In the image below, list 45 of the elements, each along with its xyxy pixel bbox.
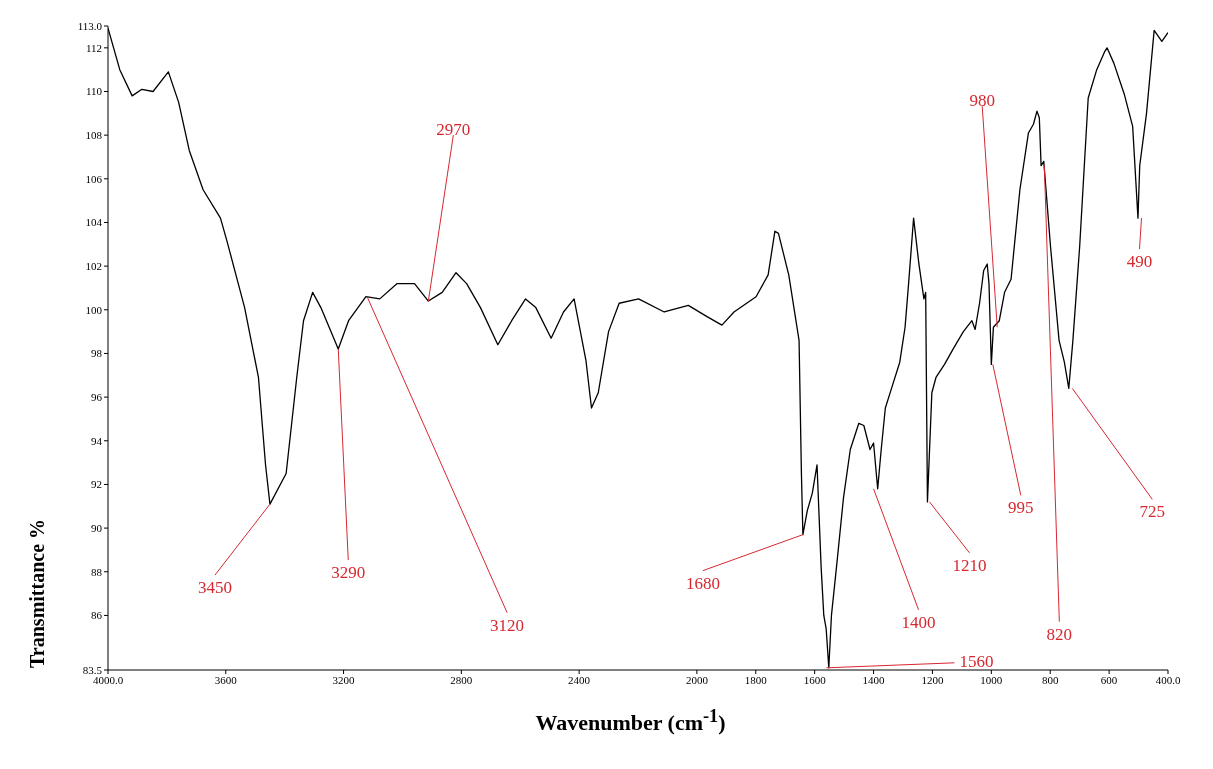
x-tick-label: 2000	[685, 673, 709, 686]
annotation: 1560	[959, 651, 994, 671]
y-tick-label: 94	[91, 434, 103, 447]
x-axis-title: Wavenumber (cm$^{-1}$)	[534, 706, 727, 737]
x-tick-label: 600	[1100, 673, 1118, 686]
x-tick-label: 1800	[744, 673, 768, 686]
x-tick-label: 2800	[450, 673, 473, 686]
annotation: 725	[1139, 502, 1166, 522]
y-tick-label: 108	[85, 129, 103, 142]
annotation: 3290	[331, 563, 366, 582]
annotation: 3450	[197, 577, 232, 597]
y-tick-label: 83.5	[82, 663, 103, 676]
x-tick-label: 3200	[332, 673, 356, 686]
y-tick-label: 106	[85, 172, 103, 185]
y-tick-label: 98	[91, 347, 103, 360]
annotation: 1400	[901, 612, 936, 632]
x-tick-label: 1000	[980, 673, 1003, 686]
annotation: 490	[1126, 252, 1153, 272]
x-tick-label: 4000.0	[92, 673, 124, 686]
y-tick-label: 92	[91, 478, 102, 491]
annotation: 3120	[490, 615, 525, 635]
x-tick-label: 800	[1041, 673, 1059, 686]
annotation: 820	[1046, 624, 1073, 644]
y-tick-label: 100	[85, 303, 103, 316]
y-tick-label: 88	[91, 565, 103, 578]
y-tick-label: 86	[91, 609, 103, 622]
annotation: 1680	[685, 573, 720, 593]
x-tick-label: 2400	[568, 673, 591, 686]
x-tick-label: 1400	[862, 673, 886, 686]
x-tick-label: 1200	[921, 673, 944, 686]
y-tick-label: 90	[91, 522, 103, 535]
y-tick-label: 110	[85, 85, 103, 98]
y-tick-label: 104	[85, 216, 103, 229]
y-tick-label: 96	[91, 391, 103, 404]
y-tick-label: 112	[85, 41, 102, 54]
y-tick-label: 102	[85, 260, 102, 273]
annotation: 980	[969, 91, 995, 111]
annotation: 2970	[436, 119, 471, 139]
y-axis-title: Transmittance %	[26, 517, 49, 668]
annotation: 1210	[952, 555, 987, 575]
annotation: 995	[1008, 498, 1034, 518]
x-tick-label: 1600	[803, 673, 827, 686]
x-tick-label: 3600	[214, 673, 238, 686]
y-tick-label: 113.0	[77, 19, 103, 32]
x-tick-label: 400.0	[1155, 673, 1181, 686]
